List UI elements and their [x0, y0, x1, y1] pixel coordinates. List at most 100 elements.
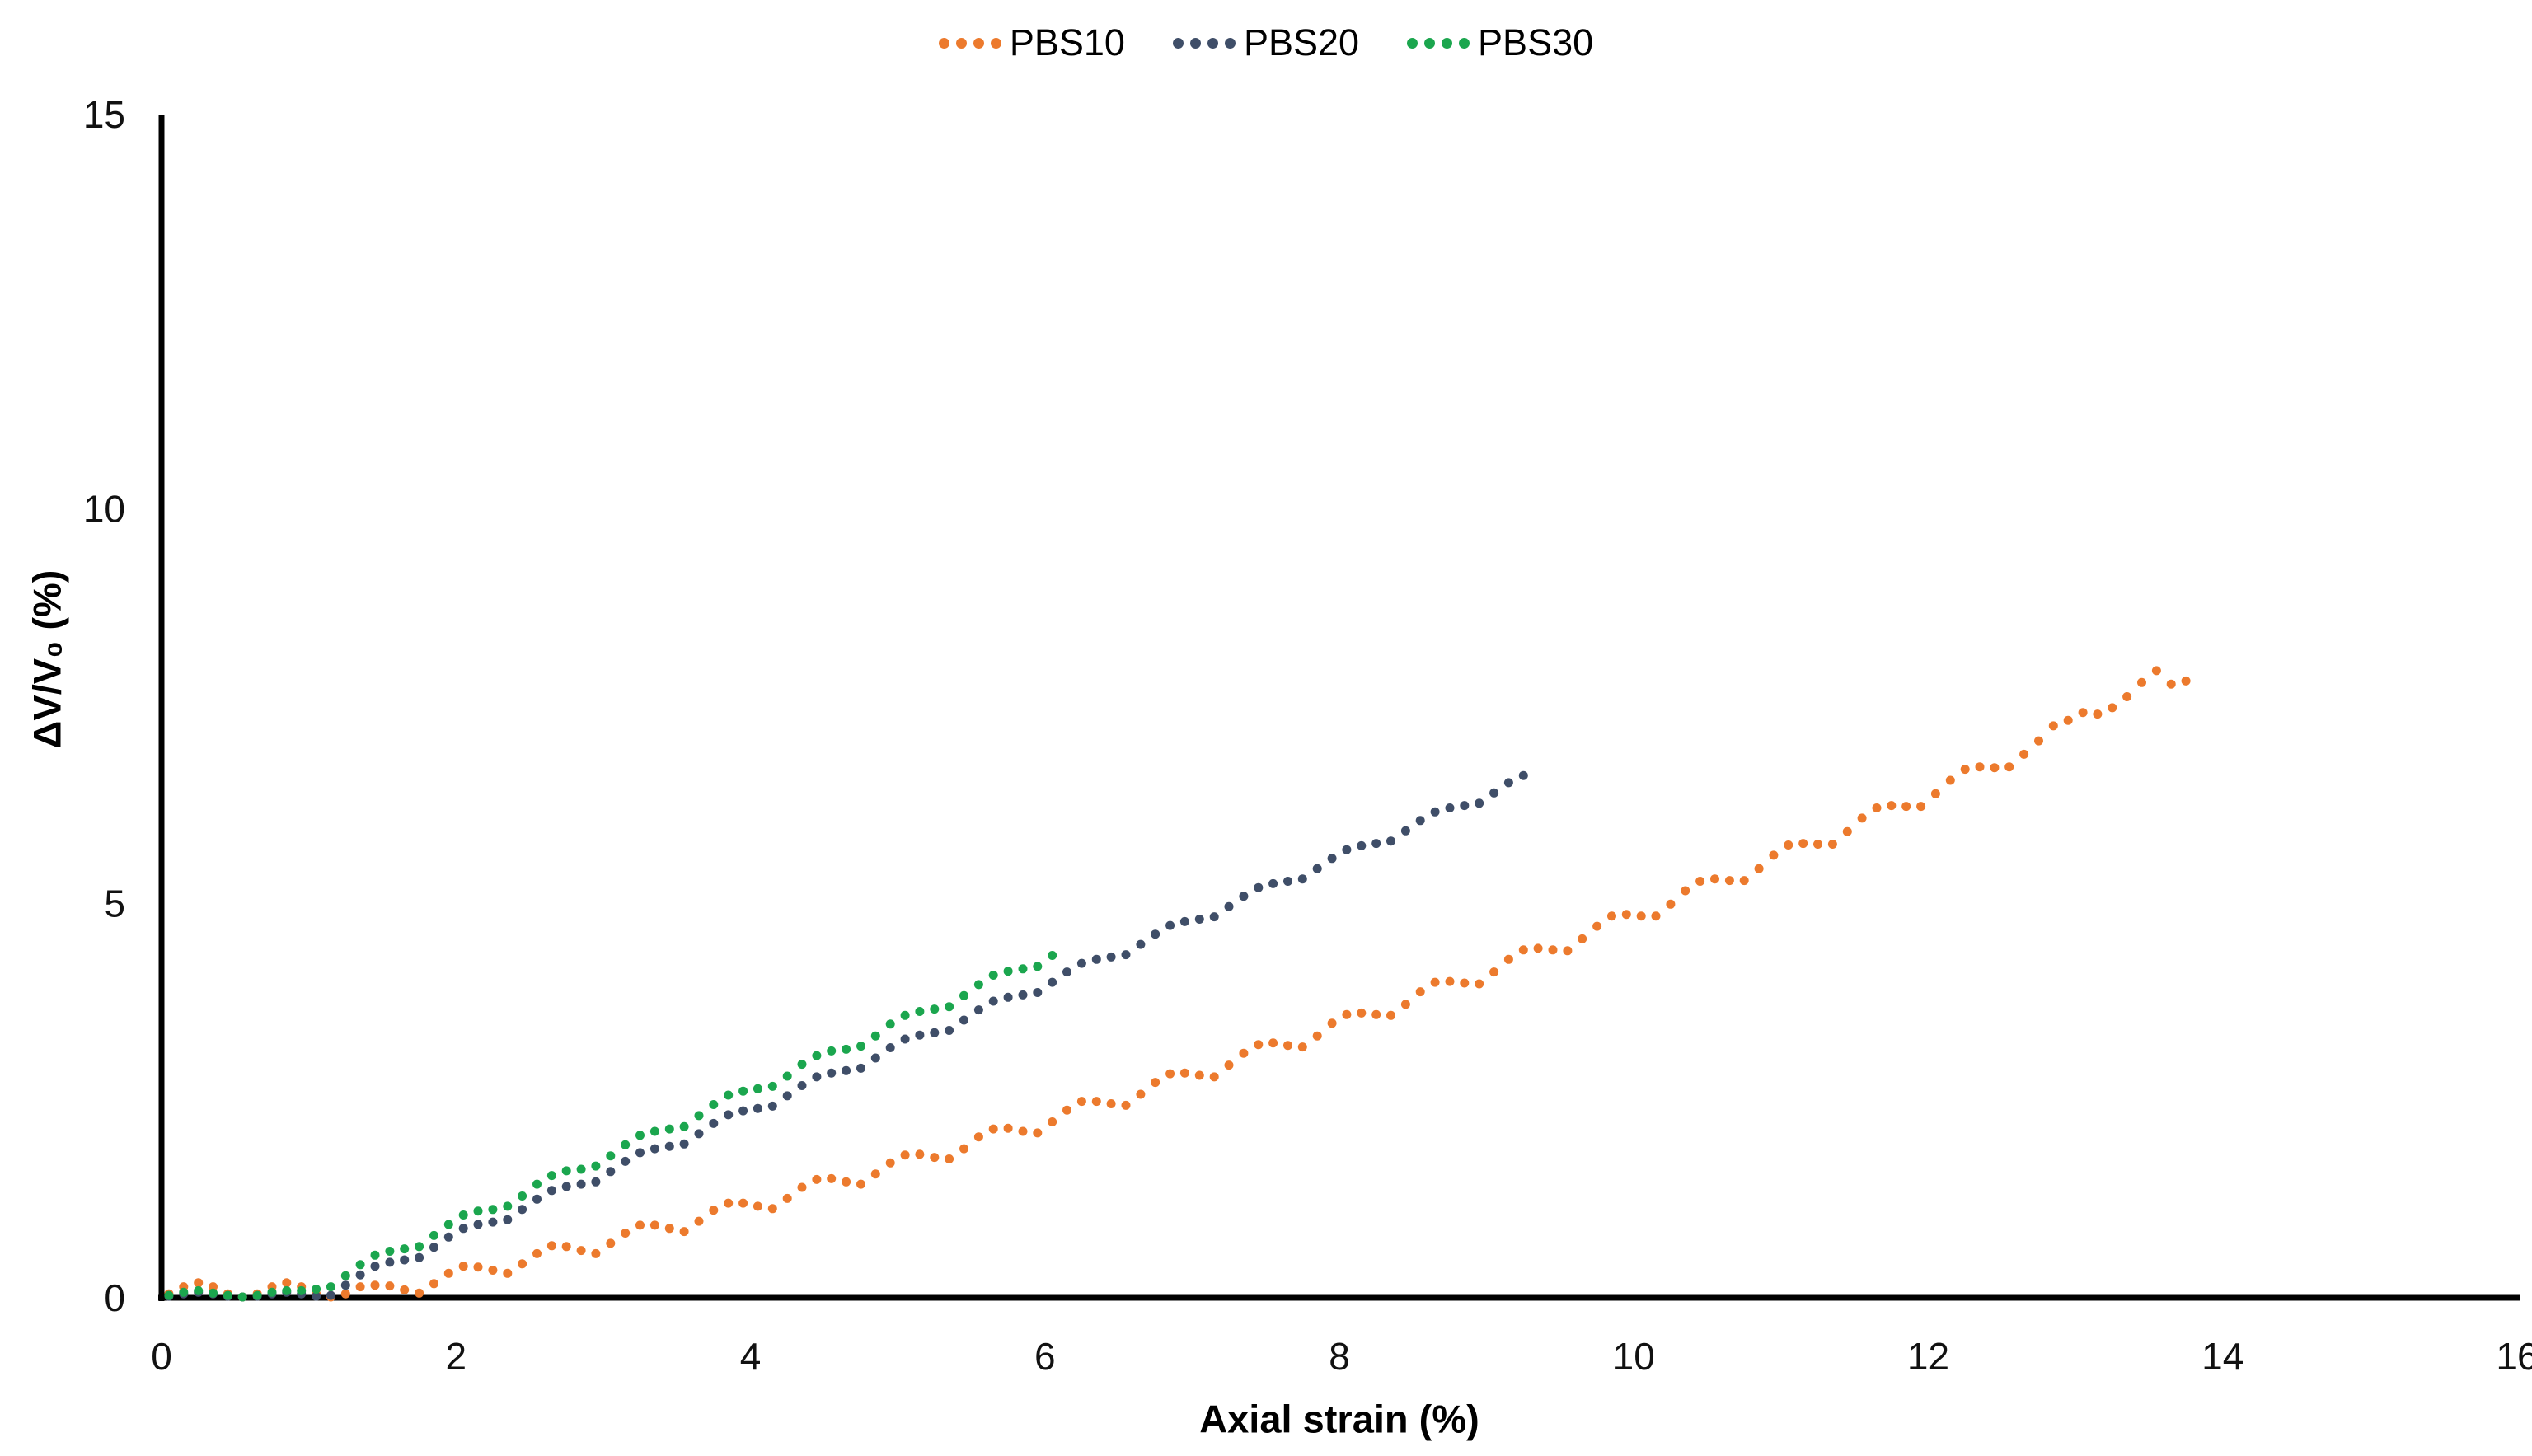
data-point [1533, 943, 1543, 953]
data-point [782, 1193, 792, 1203]
data-point [1327, 1018, 1337, 1028]
data-point [503, 1201, 513, 1211]
data-point [635, 1220, 645, 1230]
data-point [606, 1151, 616, 1161]
data-point [1754, 864, 1764, 873]
data-point [782, 1091, 792, 1101]
data-point [2004, 762, 2014, 772]
data-point [2048, 721, 2058, 731]
data-point [870, 1031, 880, 1041]
data-point [1297, 874, 1307, 884]
data-point [812, 1051, 822, 1060]
data-point [1372, 1009, 1381, 1019]
data-point [297, 1285, 307, 1295]
data-point [1048, 1117, 1057, 1126]
data-point [782, 1071, 792, 1081]
legend-dot [955, 37, 967, 49]
data-point [1003, 1123, 1013, 1133]
data-point [885, 1158, 895, 1168]
data-point [267, 1287, 277, 1297]
data-point [355, 1270, 365, 1280]
data-point [429, 1243, 438, 1252]
data-point [1592, 921, 1602, 931]
data-point [429, 1230, 438, 1240]
data-point [606, 1238, 616, 1248]
data-point [1342, 1009, 1352, 1019]
data-point [1578, 934, 1587, 943]
data-point [1254, 882, 1264, 892]
data-point [1430, 807, 1440, 817]
data-point [1400, 1000, 1410, 1009]
data-point [282, 1285, 292, 1295]
legend-entry-pbs30: PBS30 [1407, 21, 1593, 64]
data-point [767, 1081, 777, 1091]
legend-marker-pbs20 [1172, 37, 1236, 49]
data-point [1518, 945, 1528, 955]
data-point [988, 996, 998, 1006]
series-pbs10 [164, 666, 2191, 1302]
y-tick-label: 10 [83, 488, 125, 531]
data-point [724, 1110, 734, 1120]
data-point [827, 1068, 837, 1078]
data-point [2181, 676, 2191, 686]
data-point [561, 1242, 571, 1252]
data-point [973, 1005, 983, 1015]
data-point [370, 1250, 380, 1260]
data-point [856, 1063, 865, 1073]
data-point [1430, 977, 1440, 987]
data-point [973, 980, 983, 990]
data-point [1445, 803, 1455, 812]
data-point [842, 1177, 851, 1187]
data-point [1681, 886, 1690, 896]
data-point [1901, 802, 1911, 812]
data-point [915, 1149, 925, 1159]
data-point [1151, 929, 1160, 939]
data-point [635, 1131, 645, 1140]
data-point [1194, 915, 1204, 924]
data-point [2122, 692, 2132, 701]
data-point [1415, 816, 1425, 826]
data-point [1312, 864, 1322, 873]
data-point [753, 1084, 762, 1093]
data-point [1475, 798, 1484, 808]
data-point [561, 1182, 571, 1191]
data-point [988, 1124, 998, 1134]
data-point [429, 1279, 438, 1289]
data-point [2108, 703, 2117, 713]
data-point [385, 1281, 395, 1291]
data-point [1209, 912, 1219, 922]
data-point [842, 1065, 851, 1075]
data-point [591, 1248, 601, 1258]
data-point [1636, 911, 1646, 921]
y-tick-label: 15 [83, 93, 125, 136]
data-point [664, 1141, 674, 1151]
data-point [1887, 801, 1897, 811]
data-point [1003, 967, 1013, 976]
data-point [164, 1290, 174, 1300]
data-point [679, 1139, 689, 1149]
data-point [400, 1255, 410, 1265]
data-point [546, 1186, 556, 1196]
data-point [1239, 1048, 1249, 1058]
data-point [664, 1224, 674, 1234]
data-point [1165, 1069, 1175, 1079]
data-point [1106, 952, 1116, 962]
data-point [621, 1156, 631, 1166]
data-point [503, 1215, 513, 1224]
data-point [1179, 916, 1189, 926]
data-point [709, 1100, 719, 1109]
data-point [900, 1150, 910, 1160]
data-point [930, 1028, 940, 1037]
data-point [2151, 666, 2161, 676]
data-point [1930, 789, 1940, 798]
data-point [1386, 1010, 1395, 1020]
data-point [797, 1081, 807, 1090]
data-point [1018, 1126, 1028, 1136]
data-point [1503, 954, 1513, 964]
data-point [1239, 892, 1249, 901]
data-point [1283, 877, 1292, 886]
data-point [1121, 1100, 1131, 1110]
data-point [2063, 715, 2073, 725]
data-point [1297, 1042, 1307, 1052]
